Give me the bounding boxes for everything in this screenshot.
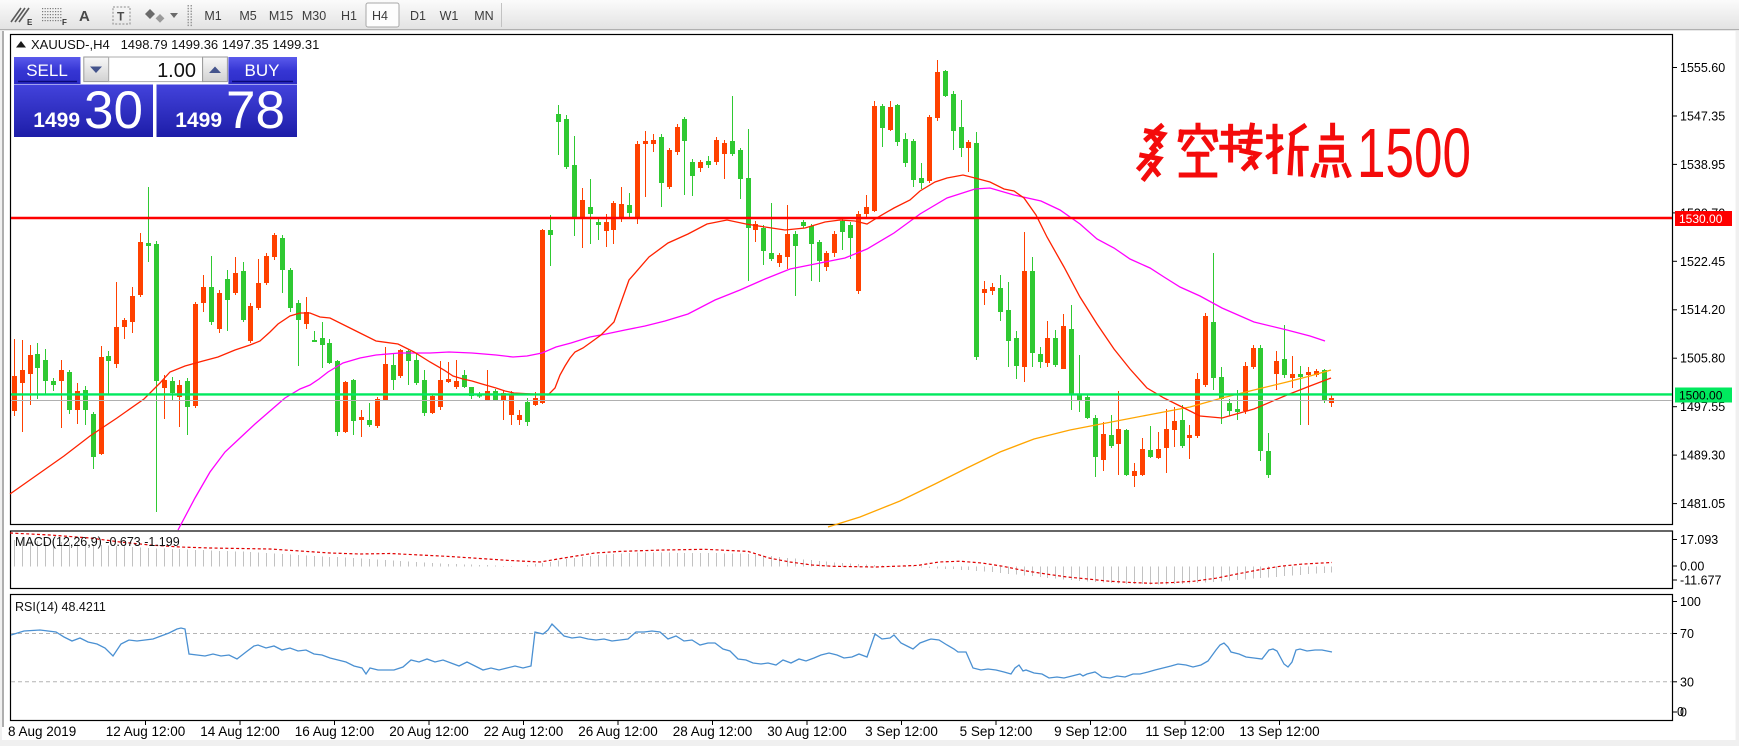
svg-text:1499: 1499	[33, 109, 80, 132]
svg-text:RSI(14) 48.4211: RSI(14) 48.4211	[15, 600, 106, 614]
svg-text:1522.45: 1522.45	[1680, 255, 1725, 269]
svg-text:1500: 1500	[1357, 114, 1471, 192]
svg-text:-11.677: -11.677	[1680, 574, 1722, 588]
svg-text:A: A	[79, 8, 90, 25]
svg-text:0.00: 0.00	[1680, 560, 1704, 574]
svg-text:1489.30: 1489.30	[1680, 449, 1725, 463]
svg-text:16 Aug 12:00: 16 Aug 12:00	[295, 724, 375, 739]
svg-text:M15: M15	[269, 9, 293, 23]
svg-text:11 Sep 12:00: 11 Sep 12:00	[1145, 724, 1224, 739]
svg-text:BUY: BUY	[245, 61, 280, 80]
svg-text:M5: M5	[239, 9, 256, 23]
svg-text:1547.35: 1547.35	[1680, 110, 1725, 124]
svg-text:MN: MN	[474, 9, 493, 23]
svg-text:SELL: SELL	[26, 61, 68, 80]
svg-text:1.00: 1.00	[157, 60, 196, 82]
svg-text:XAUUSD-,H4 1498.79 1499.36 1: XAUUSD-,H4 1498.79 1499.36 1497.35 1499.…	[31, 37, 319, 52]
svg-text:H4: H4	[372, 9, 388, 23]
svg-text:0: 0	[1680, 706, 1687, 720]
svg-text:70: 70	[1680, 627, 1694, 641]
svg-text:1530.00: 1530.00	[1679, 212, 1723, 226]
svg-text:M1: M1	[204, 9, 221, 23]
svg-text:D1: D1	[410, 9, 426, 23]
svg-text:100: 100	[1680, 595, 1701, 609]
svg-text:30: 30	[84, 81, 143, 140]
svg-text:W1: W1	[440, 9, 459, 23]
svg-text:MACD(12,26,9) -0.673 -1.199: MACD(12,26,9) -0.673 -1.199	[15, 535, 180, 549]
svg-text:26 Aug 12:00: 26 Aug 12:00	[578, 724, 658, 739]
svg-text:1500.00: 1500.00	[1679, 389, 1723, 403]
svg-text:F: F	[62, 18, 67, 27]
svg-text:1499: 1499	[175, 109, 222, 132]
svg-text:1514.20: 1514.20	[1680, 303, 1725, 317]
svg-text:22 Aug 12:00: 22 Aug 12:00	[484, 724, 564, 739]
svg-text:14 Aug 12:00: 14 Aug 12:00	[200, 724, 280, 739]
svg-text:E: E	[27, 18, 33, 27]
svg-text:T: T	[117, 10, 125, 24]
svg-text:3 Sep 12:00: 3 Sep 12:00	[865, 724, 938, 739]
svg-text:M30: M30	[302, 9, 326, 23]
svg-text:28 Aug 12:00: 28 Aug 12:00	[673, 724, 753, 739]
svg-text:1538.95: 1538.95	[1680, 158, 1725, 172]
svg-text:1555.60: 1555.60	[1680, 61, 1725, 75]
svg-text:13 Sep 12:00: 13 Sep 12:00	[1239, 724, 1319, 739]
svg-text:0: 0	[1677, 705, 1684, 719]
svg-text:1497.55: 1497.55	[1680, 400, 1725, 414]
svg-text:1505.80: 1505.80	[1680, 352, 1725, 366]
svg-text:78: 78	[226, 81, 285, 140]
svg-text:9 Sep 12:00: 9 Sep 12:00	[1054, 724, 1127, 739]
svg-text:12 Aug 12:00: 12 Aug 12:00	[106, 724, 186, 739]
svg-text:30 Aug 12:00: 30 Aug 12:00	[767, 724, 847, 739]
svg-text:H1: H1	[341, 9, 357, 23]
svg-text:8 Aug 2019: 8 Aug 2019	[8, 724, 76, 739]
svg-text:5 Sep 12:00: 5 Sep 12:00	[960, 724, 1033, 739]
svg-text:17.093: 17.093	[1680, 533, 1718, 547]
svg-text:1481.05: 1481.05	[1680, 497, 1725, 511]
svg-text:20 Aug 12:00: 20 Aug 12:00	[389, 724, 469, 739]
svg-text:30: 30	[1680, 675, 1694, 689]
